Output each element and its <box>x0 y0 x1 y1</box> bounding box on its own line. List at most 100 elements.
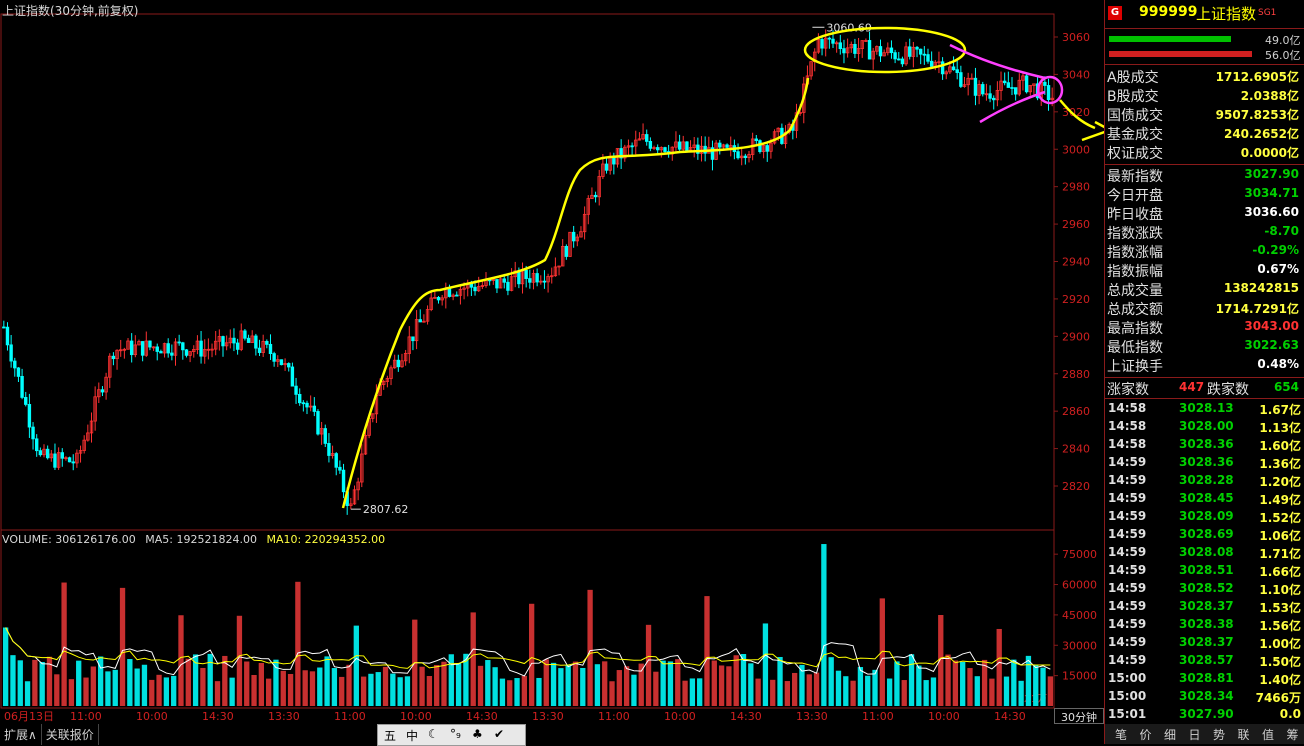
x-tick-label: 10:00 <box>664 710 696 723</box>
candle-body <box>389 367 393 379</box>
volume-bar <box>1040 667 1046 706</box>
candle-body <box>425 309 430 322</box>
volume-bar <box>397 677 403 706</box>
candle-body <box>151 346 156 349</box>
volume-bar <box>24 681 31 706</box>
stat-value: 3043.00 <box>1244 319 1299 333</box>
candle-body <box>243 330 247 339</box>
candlestick-chart[interactable]: 3060304030203000298029602940292029002880… <box>0 0 1104 724</box>
candle-body <box>681 141 685 150</box>
candle-body <box>148 340 152 348</box>
tick-row: 14:58 3028.00 1.13亿 <box>1105 417 1303 435</box>
candle-body <box>685 141 689 151</box>
volume-bar <box>507 680 513 706</box>
candle-body <box>352 489 357 505</box>
volume-bar <box>83 677 89 706</box>
candle-body <box>1006 82 1011 88</box>
candle-body <box>42 448 46 456</box>
candle-body <box>206 348 211 351</box>
panel-tab[interactable]: 日 <box>1188 728 1201 742</box>
tool-button[interactable]: °₉ <box>450 727 461 741</box>
volume-bar <box>97 656 104 706</box>
volume-bar <box>485 660 491 706</box>
tick-volume: 1.20亿 <box>1259 475 1301 489</box>
candle-body <box>601 163 605 177</box>
candle-body <box>473 286 477 292</box>
g-badge-icon[interactable]: G <box>1108 6 1122 20</box>
panel-tab[interactable]: 势 <box>1213 728 1226 742</box>
candle-body <box>429 297 433 310</box>
tool-button[interactable]: ☾ <box>428 727 439 741</box>
candle-body <box>418 319 422 323</box>
volume-bar <box>448 654 454 706</box>
candle-body <box>279 359 284 366</box>
stat-value: -0.29% <box>1252 243 1299 257</box>
input-method-bar[interactable]: 五中 ☾ °₉ ♣ ✔ <box>377 724 526 746</box>
candle-body <box>155 346 159 352</box>
tool-button[interactable]: ♣ <box>472 727 483 741</box>
candle-body <box>900 58 905 65</box>
tick-price: 3028.81 <box>1179 671 1234 685</box>
candle-body <box>575 236 580 242</box>
volume-bar <box>865 675 871 706</box>
candle-body <box>853 43 857 54</box>
candle-body <box>645 134 649 142</box>
volume-bar <box>1018 680 1024 706</box>
candle-body <box>531 273 536 283</box>
volume-bar <box>908 654 915 706</box>
candle-body <box>1046 85 1051 101</box>
candle-body <box>509 276 514 291</box>
candle-body <box>593 194 598 198</box>
candle-body <box>462 287 466 290</box>
tool-button[interactable]: ✔ <box>494 727 505 741</box>
candle-body <box>382 381 386 385</box>
candle-body <box>67 457 72 463</box>
candle-body <box>867 40 872 60</box>
ma10-line <box>5 627 1051 669</box>
volume-bar <box>222 655 228 706</box>
tick-time: 14:59 <box>1108 617 1147 631</box>
candle-body <box>886 47 890 54</box>
panel-tab[interactable]: 筹 <box>1286 728 1299 742</box>
volume-bar <box>390 673 396 706</box>
y-tick-label: 2880 <box>1062 368 1090 381</box>
expand-button[interactable]: 扩展∧ <box>0 724 42 745</box>
panel-tab[interactable]: 价 <box>1139 728 1152 742</box>
candle-body <box>301 402 306 405</box>
x-tick-label: 13:30 <box>268 710 300 723</box>
candle-body <box>1010 87 1014 89</box>
chart-area[interactable]: 3060 3040 3020 3000 2980 2960 2940 2920 2900 2880… <box>0 0 1104 744</box>
tick-time: 14:58 <box>1108 437 1147 451</box>
panel-tab[interactable]: 联 <box>1237 728 1250 742</box>
period-selector[interactable]: 30分钟 <box>1054 708 1104 724</box>
x-tick-label: 10:00 <box>928 710 960 723</box>
turnover-value: 240.2652亿 <box>1223 127 1299 141</box>
panel-tab[interactable]: 细 <box>1164 728 1177 742</box>
candle-body <box>674 141 678 148</box>
candle-body <box>24 397 28 405</box>
candle-body <box>776 127 780 133</box>
volume-bar <box>192 654 199 706</box>
candle-body <box>356 481 360 491</box>
related-quote-button[interactable]: 关联报价 <box>42 724 99 745</box>
volume-bar <box>404 676 411 706</box>
candle-body <box>45 448 50 459</box>
stat-value: 3022.63 <box>1244 338 1299 352</box>
panel-tab[interactable]: 笔 <box>1115 728 1128 742</box>
stat-row: 总成交量 138242815 <box>1105 280 1301 299</box>
sell-bar-label: 56.0亿 <box>1265 49 1301 62</box>
volume-bar <box>806 674 812 706</box>
candle-body <box>878 46 883 57</box>
volume-bar <box>492 667 498 706</box>
candle-body <box>553 266 558 277</box>
tick-time: 14:59 <box>1108 599 1147 613</box>
tool-button[interactable]: 中 <box>406 729 419 743</box>
tick-row: 14:59 3028.38 1.56亿 <box>1105 615 1303 633</box>
trend-annotation <box>341 77 810 509</box>
volume-bar <box>360 676 367 706</box>
tool-button[interactable]: 五 <box>384 729 397 743</box>
panel-tab[interactable]: 值 <box>1262 728 1275 742</box>
candle-body <box>637 138 642 141</box>
panel-header: G 999999 上证指数 SG1 <box>1105 0 1304 26</box>
volume-bar <box>171 675 177 706</box>
